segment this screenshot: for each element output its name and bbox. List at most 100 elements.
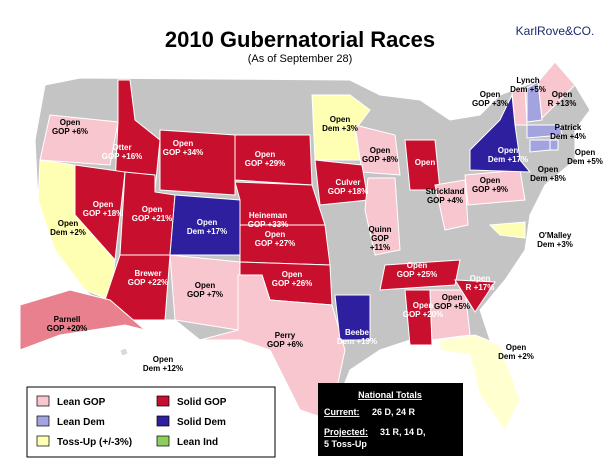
race-label: Dem +3% <box>537 240 573 249</box>
state <box>429 289 471 341</box>
race-label: Quinn <box>368 225 391 234</box>
race-label: Open <box>506 343 527 352</box>
race-label: Parnell <box>54 315 81 324</box>
race-label: GOP +29% <box>245 159 286 168</box>
race-label: Open <box>552 90 573 99</box>
race-label: GOP +20% <box>403 310 444 319</box>
race-label: Lynch <box>516 76 539 85</box>
race-label: GOP +27% <box>255 239 296 248</box>
projected-value: 31 R, 14 D, <box>380 427 426 437</box>
race-label: Open <box>93 200 114 209</box>
race-label: Dem +2% <box>498 352 534 361</box>
race-label: Open <box>575 148 596 157</box>
race-label: Open <box>153 355 174 364</box>
race-label: Dem +19% <box>337 337 377 346</box>
legend-label: Solid Dem <box>177 417 226 428</box>
current-label: Current: <box>324 407 360 417</box>
race-label: Dem +3% <box>322 124 358 133</box>
race-label: GOP +34% <box>163 148 204 157</box>
race-label: Open <box>60 118 81 127</box>
subtitle: (As of September 28) <box>248 53 353 65</box>
race-label: Open <box>370 146 391 155</box>
race-label: GOP +25% <box>397 270 438 279</box>
state <box>537 61 576 120</box>
race-label: Dem +17% <box>187 227 227 236</box>
state <box>454 279 496 313</box>
race-label: O'Malley <box>539 231 572 240</box>
race-label: Dem +5% <box>567 157 603 166</box>
title: 2010 Gubernatorial Races <box>165 27 435 52</box>
state <box>404 289 433 346</box>
race-label: Dem +12% <box>143 364 183 373</box>
race-label: Open <box>480 90 501 99</box>
state <box>334 294 371 341</box>
race-label: Brewer <box>134 269 161 278</box>
race-label: Otter <box>112 143 131 152</box>
race-label: Open <box>330 115 351 124</box>
race-label: GOP +7% <box>187 290 223 299</box>
projected-label: Projected: <box>324 427 368 437</box>
brand: KarlRove&CO. <box>516 24 595 38</box>
race-label: Patrick <box>555 123 582 132</box>
race-label: Open <box>173 139 194 148</box>
state <box>439 334 521 431</box>
race-label: R +13% <box>548 99 577 108</box>
projected-value: 5 Toss-Up <box>324 439 367 449</box>
legend-swatch <box>156 395 170 407</box>
race-label: Open <box>415 158 436 167</box>
race-label: GOP +6% <box>52 127 88 136</box>
race-label: GOP +18% <box>83 209 124 218</box>
race-label: Open <box>480 176 501 185</box>
race-label: GOP <box>371 234 389 243</box>
race-label: GOP +4% <box>427 196 463 205</box>
race-label: Dem +2% <box>50 228 86 237</box>
race-label: GOP +8% <box>362 155 398 164</box>
totals-title: National Totals <box>358 390 422 400</box>
race-label: Dem +17% <box>488 155 528 164</box>
state <box>114 79 161 191</box>
legend-label: Solid GOP <box>177 397 227 408</box>
state <box>529 139 551 153</box>
race-label: Open <box>538 165 559 174</box>
race-label: +11% <box>370 243 390 252</box>
legend-swatch <box>36 415 50 427</box>
race-label: GOP +26% <box>272 279 313 288</box>
legend-swatch <box>36 435 50 447</box>
legend-box <box>26 386 276 458</box>
legend-label: Lean Ind <box>177 437 218 448</box>
race-label: GOP +33% <box>248 220 289 229</box>
race-label: GOP +22% <box>128 278 169 287</box>
race-label: GOP +5% <box>434 302 470 311</box>
state <box>488 221 526 239</box>
legend-swatch <box>36 395 50 407</box>
race-label: Open <box>498 146 519 155</box>
race-label: Open <box>407 261 428 270</box>
state <box>159 129 236 196</box>
race-label: GOP +3% <box>472 99 508 108</box>
legend-label: Lean Dem <box>57 417 105 428</box>
totals-box: National Totals Current: 26 D, 24 R Proj… <box>318 383 463 456</box>
current-value: 26 D, 24 R <box>372 407 416 417</box>
state <box>469 93 532 173</box>
race-label: Open <box>265 230 286 239</box>
legend-swatch <box>156 435 170 447</box>
race-label: Open <box>195 281 216 290</box>
race-label: Open <box>442 293 463 302</box>
race-label: GOP +21% <box>132 214 173 223</box>
state <box>526 81 543 123</box>
race-label: Beebe <box>345 328 370 337</box>
race-label: Open <box>413 301 434 310</box>
race-label: GOP +9% <box>472 185 508 194</box>
legend: Lean GOP Solid GOP Lean Dem Solid Dem Toss-U… <box>26 386 276 458</box>
race-label: Dem +4% <box>550 132 586 141</box>
state <box>526 124 563 139</box>
race-label: R +17% <box>466 283 495 292</box>
race-label: Dem +8% <box>530 174 566 183</box>
legend-label: Toss-Up (+/-3%) <box>57 437 132 448</box>
race-label: Open <box>58 219 79 228</box>
race-label: GOP +16% <box>102 152 143 161</box>
totals-bg <box>318 383 463 456</box>
race-label: GOP +6% <box>267 340 303 349</box>
